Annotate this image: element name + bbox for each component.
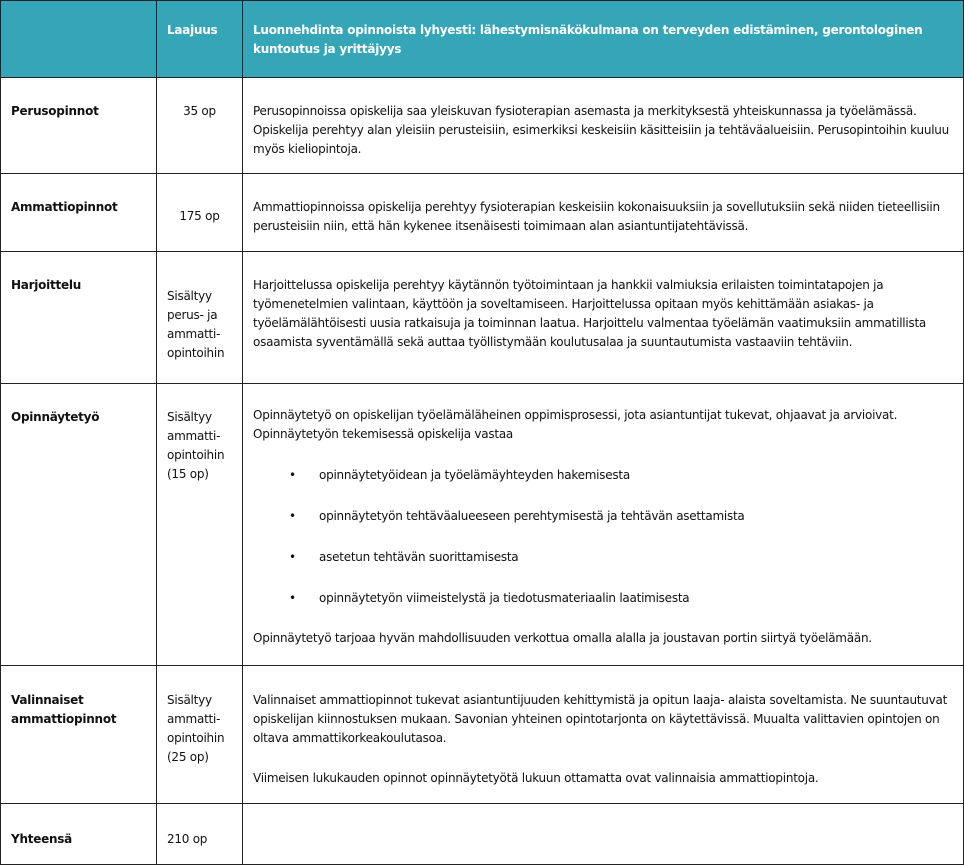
table-row: Valinnaiset ammattiopinnot Sisältyy amma… (0, 665, 964, 804)
row-description: Opinnäytetyö on opiskelijan työelämälähe… (253, 408, 898, 441)
list-item: • asetetun tehtävän suorittamisesta (253, 548, 953, 567)
row-description-2: Opinnäytetyö tarjoaa hyvän mahdollisuude… (253, 631, 872, 645)
row-scope: Sisältyy ammatti-opintoihin (25 op) (156, 665, 243, 804)
row-label: Perusopinnot (0, 77, 157, 174)
bullet-icon: • (289, 550, 296, 564)
header-scope: Laajuus (156, 0, 243, 78)
header-row: Laajuus Luonnehdinta opinnoista lyhyesti… (0, 0, 964, 78)
header-description: Luonnehdinta opinnoista lyhyesti: lähest… (242, 0, 964, 78)
table-row: Harjoittelu Sisältyy perus- ja ammatti-o… (0, 251, 964, 384)
row-label: Opinnäytetyö (0, 383, 157, 666)
row-description (242, 803, 964, 865)
row-scope: 175 op (156, 173, 243, 252)
row-description: Ammattiopinnoissa opiskelija perehtyy fy… (242, 173, 964, 252)
row-scope: 210 op (156, 803, 243, 865)
row-label: Valinnaiset ammattiopinnot (0, 665, 157, 804)
row-description: Valinnaiset ammattiopinnot tukevat asian… (253, 693, 948, 745)
row-description: Harjoittelussa opiskelija perehtyy käytä… (242, 251, 964, 384)
bullet-icon: • (289, 591, 296, 605)
bullet-list: • opinnäytetyöidean ja työelämäyhteyden h… (253, 466, 953, 608)
row-description-cell: Opinnäytetyö on opiskelijan työelämälähe… (242, 383, 964, 666)
row-description-2: Viimeisen lukukauden opinnot opinnäytety… (253, 771, 819, 785)
row-description-cell: Valinnaiset ammattiopinnot tukevat asian… (242, 665, 964, 804)
table-row: Opinnäytetyö Sisältyy ammatti-opintoihin… (0, 383, 964, 666)
list-item: • opinnäytetyöidean ja työelämäyhteyden h… (253, 466, 953, 485)
row-label: Harjoittelu (0, 251, 157, 384)
list-item: • opinnäytetyön tehtäväalueeseen perehtym… (253, 507, 953, 526)
table-row: Yhteensä 210 op (0, 803, 964, 865)
row-scope: 35 op (156, 77, 243, 174)
row-scope: Sisältyy ammatti-opintoihin (15 op) (156, 383, 243, 666)
row-label: Yhteensä (0, 803, 157, 865)
list-item: • opinnäytetyön viimeistelystä ja tiedotu… (253, 589, 953, 608)
bullet-icon: • (289, 468, 296, 482)
row-scope: Sisältyy perus- ja ammatti-opintoihin (156, 251, 243, 384)
row-description: Perusopinnoissa opiskelija saa yleiskuva… (242, 77, 964, 174)
row-label: Ammattiopinnot (0, 173, 157, 252)
bullet-icon: • (289, 509, 296, 523)
table-row: Ammattiopinnot 175 op Ammattiopinnoissa … (0, 173, 964, 252)
header-empty (0, 0, 157, 78)
table-row: Perusopinnot 35 op Perusopinnoissa opisk… (0, 77, 964, 174)
